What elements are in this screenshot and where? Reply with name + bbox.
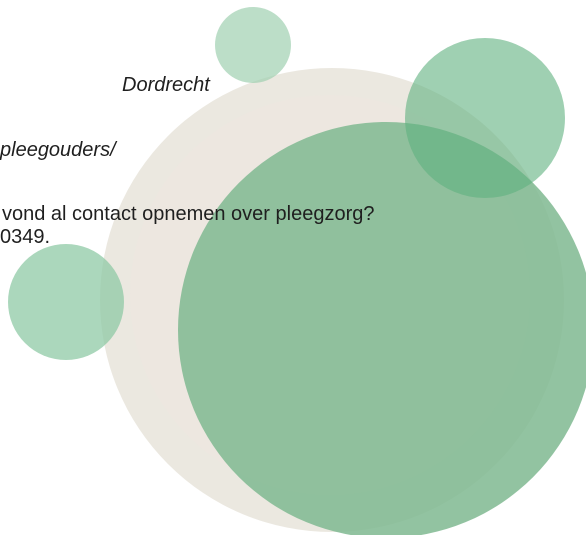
left-circle	[8, 244, 124, 360]
top-right-circle	[405, 38, 565, 198]
text-line: Dordrecht	[122, 73, 210, 97]
text-line: 0349.	[0, 225, 50, 249]
text-line: pleegouders/	[0, 138, 116, 162]
decoration	[0, 0, 586, 535]
text-line: vond al contact opnemen over pleegzorg?	[2, 202, 374, 226]
top-circle	[215, 7, 291, 83]
page: {"lines": ["Dordrecht", "pleegouders/", …	[0, 0, 586, 535]
